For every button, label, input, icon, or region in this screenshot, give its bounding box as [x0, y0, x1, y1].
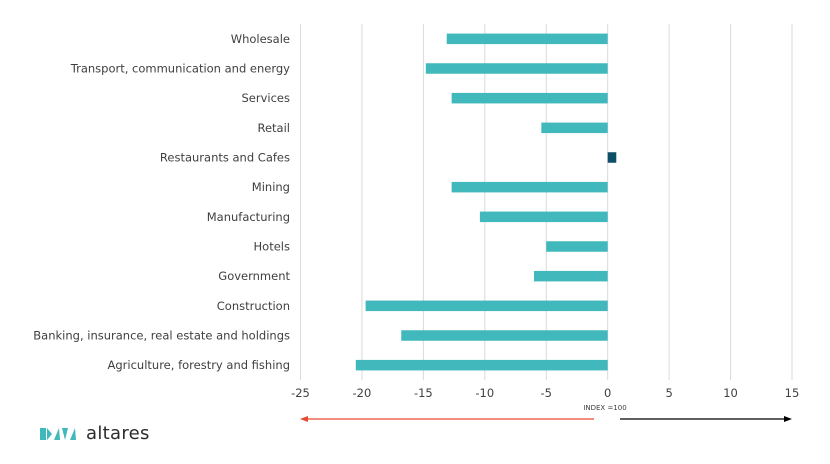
bar	[607, 152, 617, 163]
bar	[451, 92, 608, 104]
logo-mark-a	[54, 428, 60, 440]
category-label: Manufacturing	[207, 210, 290, 224]
x-tick-label: -5	[541, 386, 552, 400]
bar	[451, 181, 608, 193]
category-label: Banking, insurance, real estate and hold…	[33, 329, 290, 343]
category-labels: Wholesale Transport, communication and en…	[33, 32, 290, 372]
bar	[355, 359, 608, 371]
bar	[546, 241, 608, 252]
altares-logo: altares	[40, 424, 150, 444]
x-tick-label: 15	[785, 386, 800, 400]
bar	[479, 211, 608, 223]
x-tick-label: -25	[291, 386, 310, 400]
logo-mark-a2	[70, 428, 76, 440]
growth-arrow-head	[784, 416, 792, 422]
bar	[365, 300, 608, 312]
category-label: Hotels	[254, 240, 290, 254]
category-label: Transport, communication and energy	[70, 62, 290, 76]
direction-arrows	[300, 416, 792, 422]
x-tick-label: 5	[665, 386, 672, 400]
gridlines	[300, 24, 793, 380]
category-label: Restaurants and Cafes	[160, 151, 290, 165]
category-label: Construction	[217, 299, 290, 313]
x-tick-label: -10	[475, 386, 494, 400]
category-label: Services	[242, 91, 291, 105]
x-tick-label: 0	[604, 386, 611, 400]
bar	[533, 270, 608, 282]
logo-mark-d-wedge	[47, 428, 52, 440]
category-label: Government	[218, 269, 290, 283]
category-label: Retail	[258, 121, 291, 135]
data-logo-mark-icon	[40, 428, 76, 440]
category-label: Wholesale	[231, 32, 290, 46]
category-label: Agriculture, forestry and fishing	[108, 358, 290, 372]
x-tick-labels: -25 -20 -15 -10 -5 0 5 10 15	[291, 386, 799, 400]
logo-mark-d	[40, 428, 46, 440]
logo-text: altares	[86, 423, 150, 444]
logo-mark-t	[62, 428, 68, 440]
x-tick-label: -20	[353, 386, 372, 400]
x-tick-label: -15	[414, 386, 433, 400]
category-label: Mining	[252, 180, 290, 194]
decline-arrow-head	[300, 416, 308, 422]
bar	[446, 33, 608, 45]
bar	[401, 330, 608, 341]
index-label: INDEX =100	[583, 404, 626, 412]
bars	[355, 33, 617, 371]
x-tick-label: 10	[723, 386, 738, 400]
bar	[425, 63, 608, 74]
bar	[541, 122, 608, 134]
